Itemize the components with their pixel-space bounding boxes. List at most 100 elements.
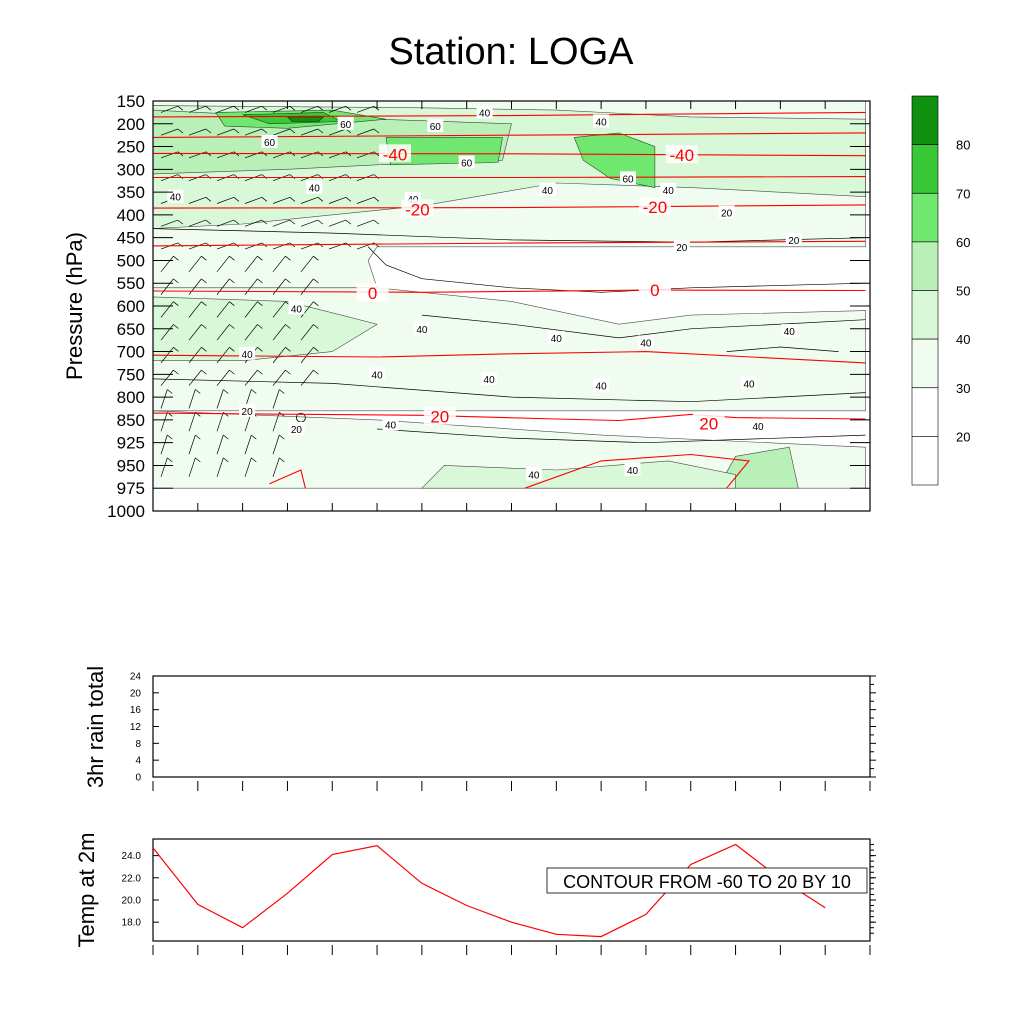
- wind-barb-flag: [317, 105, 324, 111]
- humidity-label-bg: [239, 403, 256, 417]
- wind-barb-flag: [317, 128, 324, 134]
- wind-barb: [216, 457, 224, 477]
- colorbar-box: [911, 290, 939, 340]
- humidity-label-bg: [261, 135, 278, 148]
- wind-barb-flag: [173, 301, 179, 306]
- humidity-contour-label: 40: [542, 186, 554, 197]
- wind-barb-flag: [313, 369, 319, 375]
- wind-barb-flag: [177, 242, 184, 248]
- humidity-contour-label: 20: [291, 425, 303, 436]
- humidity-contours: [152, 228, 866, 444]
- colorbar-label: 30: [956, 381, 970, 396]
- wind-barb-flag: [173, 369, 179, 375]
- rain-axis-label: 3hr rain total: [83, 666, 108, 788]
- wind-barb: [188, 128, 207, 136]
- wind-barb: [272, 242, 291, 250]
- wind-barb: [160, 434, 168, 455]
- wind-barb-flag: [289, 219, 296, 225]
- wind-barb-flag: [261, 105, 268, 111]
- pressure-tick-label: 750: [117, 365, 145, 384]
- pressure-axis-label: Pressure (hPa): [62, 232, 87, 380]
- temp-label-bg: [379, 144, 411, 163]
- wind-barb: [300, 128, 319, 136]
- wind-barb-flag: [229, 301, 235, 306]
- wind-barb-flag: [345, 219, 352, 225]
- wind-barb-flag: [167, 457, 173, 463]
- humidity-label-bg: [785, 232, 802, 246]
- humidity-label-bg: [525, 467, 542, 481]
- wind-barb: [356, 151, 375, 159]
- temp-label-bg: [638, 197, 671, 216]
- colorbar-box: [911, 387, 939, 437]
- wind-barb-flag: [261, 128, 268, 134]
- wind-barb: [272, 128, 291, 136]
- wind-barb-flag: [173, 255, 179, 261]
- wind-barb-flag: [285, 369, 291, 375]
- wind-barb: [216, 255, 230, 273]
- wind-barb: [244, 105, 263, 113]
- humidity-contour-1: [367, 246, 866, 293]
- wind-barb: [188, 369, 202, 386]
- wind-barb: [160, 412, 168, 432]
- contour-labels: 60 40 60 60 60 40 40 40 40 40 60 40 20 20 20 40 40 40 40 40…: [167, 105, 802, 482]
- wind-barb-flag: [201, 301, 207, 306]
- wind-barb-flag: [257, 301, 263, 306]
- rain-tick-label: 20: [130, 688, 142, 699]
- humidity-shading: [152, 100, 866, 489]
- wind-barb-flag: [289, 128, 296, 134]
- humidity-label-bg: [620, 171, 636, 185]
- wind-barb: [160, 324, 174, 341]
- chart-title: Station: LOGA: [388, 31, 634, 73]
- wind-barb: [188, 105, 207, 113]
- temp2m-tick-label: 24.0: [122, 851, 142, 862]
- wind-barb-flag: [257, 278, 263, 284]
- humidity-contour-label: 40: [784, 327, 796, 338]
- wind-barb-flag: [205, 105, 212, 111]
- temp-label-bg: [356, 283, 389, 302]
- pressure-tick-label: 550: [117, 274, 145, 293]
- wind-barb: [244, 128, 263, 136]
- pressure-tick-label: 150: [117, 92, 145, 111]
- wind-barb: [188, 324, 202, 341]
- wind-barb: [188, 434, 196, 455]
- wind-barb-flag: [257, 347, 263, 352]
- wind-barb: [300, 196, 319, 204]
- temperature-contour-2: [152, 152, 866, 157]
- rain-axis: 0 4 8 12 16 20 24: [130, 672, 876, 791]
- wind-barb: [300, 369, 314, 386]
- humidity-contour-label: 20: [721, 209, 733, 220]
- pressure-tick-label: 200: [117, 115, 145, 134]
- wind-barb: [188, 412, 196, 432]
- humidity-label-bg: [369, 367, 386, 381]
- wind-barb-flag: [373, 105, 380, 111]
- wind-barb-flag: [173, 347, 179, 352]
- wind-barb-flag: [233, 197, 240, 202]
- wind-barb: [160, 301, 174, 318]
- humidity-label-bg: [637, 335, 654, 349]
- wind-barb: [272, 151, 291, 159]
- wind-barb: [244, 196, 263, 204]
- wind-barb: [300, 151, 319, 159]
- wind-barb-flag: [233, 105, 240, 111]
- wind-barb-flag: [279, 389, 285, 394]
- colorbar-label: 60: [956, 235, 970, 250]
- humidity-label-bg: [624, 463, 641, 476]
- pressure-tick-label: 700: [117, 343, 145, 362]
- wind-barb: [328, 128, 347, 136]
- humidity-contour-label: 60: [622, 174, 634, 185]
- wind-barb-flag: [317, 219, 324, 225]
- wind-barb: [272, 369, 286, 386]
- humidity-contour-label: 40: [170, 193, 182, 204]
- wind-barb: [160, 105, 179, 113]
- wind-barb-flag: [289, 105, 296, 111]
- colorbar-box: [911, 193, 939, 243]
- wind-barb-flag: [173, 324, 179, 329]
- humidity-contour-label: 20: [676, 243, 688, 254]
- humidity-label-bg: [593, 378, 610, 392]
- wind-barb: [216, 219, 235, 227]
- colorbar-box: [911, 144, 939, 194]
- wind-barb-flag: [345, 105, 352, 111]
- wind-barb: [328, 151, 347, 159]
- wind-barb-flag: [205, 219, 212, 225]
